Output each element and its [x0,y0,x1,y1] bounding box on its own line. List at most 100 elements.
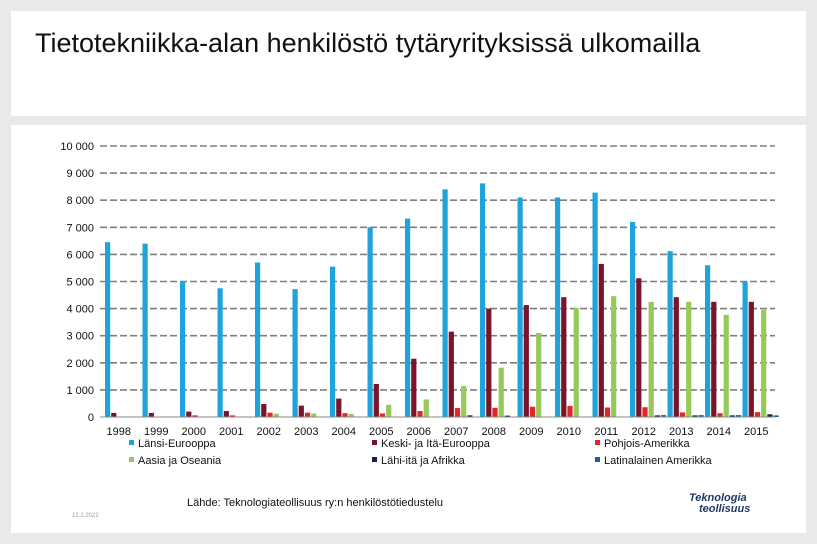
y-tick-label: 4 000 [66,304,94,316]
footer-date: 12.2.2022 [72,513,99,519]
legend-label: Lähi-itä ja Afrikka [381,455,466,467]
bar-2014-4 [729,415,735,417]
y-tick-label: 8 000 [66,195,94,207]
x-tick-label: 2001 [219,426,243,438]
source-note: Lähde: Teknologiateollisuus ry:n henkilö… [187,497,444,509]
bar-2011-3 [611,296,617,417]
bar-2010-1 [561,297,567,417]
x-tick-label: 2008 [482,426,506,438]
legend-swatch [129,457,134,462]
slide-title: Tietotekniikka-alan henkilöstö tytäryrit… [35,28,701,58]
bar-2010-3 [573,308,579,417]
x-tick-label: 2011 [594,426,618,438]
company-logo: Teknologia teollisuus [689,493,789,515]
bar-2007-1 [448,331,454,417]
logo-line-1: Teknologia [689,492,747,504]
bar-2002-2 [267,412,273,417]
bar-2009-2 [529,406,536,417]
logo-line-2: teollisuus [699,503,751,515]
x-tick-label: 2010 [557,426,581,438]
bar-2011-1 [598,263,604,417]
x-tick-label: 2015 [744,426,768,438]
legend-label: Aasia ja Oseania [138,455,222,467]
bar-2004-0 [330,266,336,417]
legend-label: Pohjois-Amerikka [604,438,690,450]
bar-2015-5 [773,415,779,417]
y-tick-label: 1 000 [66,385,94,397]
bar-2005-3 [386,404,392,417]
x-tick-label: 2005 [369,426,393,438]
x-tick-label: 2012 [632,426,656,438]
bar-2014-5 [736,415,742,417]
bar-2001-1 [223,411,229,417]
legend-swatch [372,440,377,445]
bar-2006-1 [411,358,417,417]
x-tick-label: 1998 [107,426,131,438]
bar-2011-2 [604,407,611,417]
bar-2006-2 [417,411,423,417]
bar-2015-2 [754,412,761,417]
x-tick-label: 2002 [257,426,281,438]
legend-swatch [595,457,600,462]
bar-1999-0 [142,243,148,417]
bar-2008-2 [492,407,498,417]
bar-2008-0 [480,183,486,417]
bar-1998-0 [105,242,111,417]
bar-2002-3 [273,413,279,417]
bar-2009-0 [517,197,523,417]
bar-2003-2 [304,412,311,417]
bar-2002-0 [255,262,261,417]
bar-2011-0 [592,192,598,417]
bar-2007-0 [442,189,448,417]
y-tick-label: 7 000 [66,222,94,234]
bar-2013-1 [673,297,679,417]
chart: 0 1 000 2 000 3 000 4 000 5 000 6 000 7 000 8 00… [60,141,779,467]
bar-2015-3 [761,309,767,417]
bar-2004-1 [336,398,342,417]
grid-lines [100,145,775,391]
bar-2000-1 [186,411,192,417]
bar-2005-1 [373,383,379,417]
bar-2006-3 [423,399,429,417]
bar-2009-3 [536,332,542,417]
bar-2013-0 [667,251,673,417]
bar-2010-0 [555,197,561,417]
x-tick-label: 2000 [182,426,206,438]
x-tick-label: 2004 [332,426,356,438]
bar-2012-3 [648,301,654,417]
x-tick-label: 2003 [294,426,318,438]
y-tick-label: 3 000 [66,331,94,343]
bar-2012-1 [636,278,642,417]
bar-2013-4 [692,415,698,417]
legend-swatch [595,440,600,445]
bar-2013-5 [698,415,704,417]
y-tick-label: 6 000 [66,249,94,261]
x-tick-label: 2014 [707,426,731,438]
x-tick-label: 2007 [444,426,468,438]
bar-2015-4 [767,414,773,417]
bar-2013-2 [679,412,686,417]
bar-2003-0 [292,289,298,417]
bar-2005-2 [379,413,386,417]
bar-2014-1 [711,301,717,417]
bar-1999-1 [148,412,154,417]
x-tick-label: 2009 [519,426,543,438]
bar-2008-4 [504,415,510,417]
bar-2014-3 [723,314,729,417]
bar-2004-3 [348,414,354,417]
x-tick-label: 1999 [144,426,168,438]
title-panel: Tietotekniikka-alan henkilöstö tytäryrit… [11,11,806,116]
bars [105,183,779,417]
bar-2008-1 [486,308,492,417]
bar-2007-4 [467,415,473,417]
y-tick-label: 9 000 [66,168,94,180]
bar-2005-0 [367,227,373,417]
bar-2000-2 [192,415,198,417]
legend-swatch [129,440,134,445]
y-tick-label: 2 000 [66,358,94,370]
x-tick-label: 2006 [407,426,431,438]
bar-2010-2 [567,405,573,417]
legend-label: Latinalainen Amerikka [604,455,713,467]
bar-2015-0 [742,281,748,417]
legend-label: Länsi-Eurooppa [138,438,217,450]
